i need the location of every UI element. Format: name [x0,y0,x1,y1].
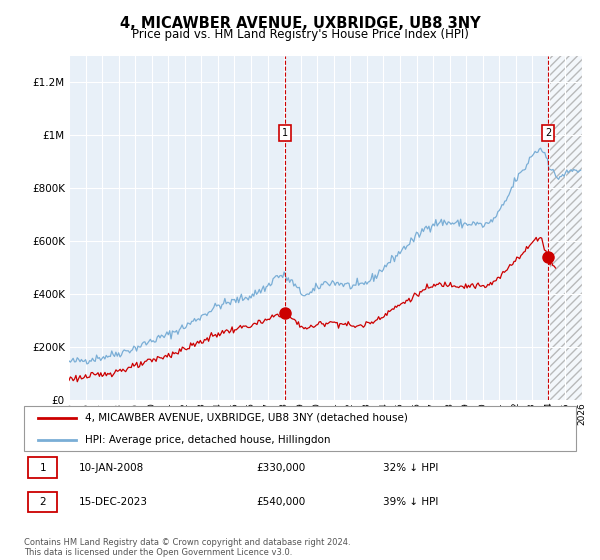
Bar [549,56,582,400]
FancyBboxPatch shape [24,406,576,451]
Text: 2: 2 [545,128,551,138]
Text: 4, MICAWBER AVENUE, UXBRIDGE, UB8 3NY: 4, MICAWBER AVENUE, UXBRIDGE, UB8 3NY [119,16,481,31]
Text: Contains HM Land Registry data © Crown copyright and database right 2024.
This d: Contains HM Land Registry data © Crown c… [24,538,350,557]
Bar [549,56,582,400]
Text: HPI: Average price, detached house, Hillingdon: HPI: Average price, detached house, Hill… [85,435,330,445]
FancyBboxPatch shape [28,492,57,512]
Text: 2: 2 [40,497,46,507]
Text: Price paid vs. HM Land Registry's House Price Index (HPI): Price paid vs. HM Land Registry's House … [131,28,469,41]
Text: £330,000: £330,000 [256,463,305,473]
FancyBboxPatch shape [28,458,57,478]
Text: 39% ↓ HPI: 39% ↓ HPI [383,497,438,507]
Text: £540,000: £540,000 [256,497,305,507]
Text: 15-DEC-2023: 15-DEC-2023 [79,497,148,507]
Text: 1: 1 [40,463,46,473]
Text: 32% ↓ HPI: 32% ↓ HPI [383,463,438,473]
Text: 4, MICAWBER AVENUE, UXBRIDGE, UB8 3NY (detached house): 4, MICAWBER AVENUE, UXBRIDGE, UB8 3NY (d… [85,413,407,423]
Text: 1: 1 [282,128,288,138]
Text: 10-JAN-2008: 10-JAN-2008 [79,463,145,473]
